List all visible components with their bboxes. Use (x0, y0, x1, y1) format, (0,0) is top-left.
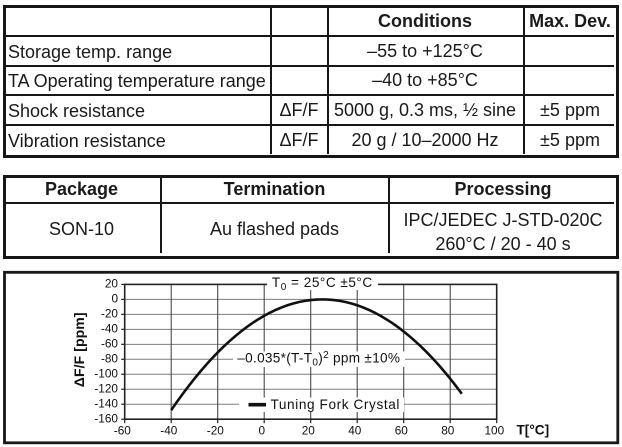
svg-text:-80: -80 (101, 351, 118, 365)
svg-text:Tuning Fork Crystal: Tuning Fork Crystal (271, 397, 401, 412)
svg-text:-60: -60 (114, 424, 131, 438)
svg-text:T[°C]: T[°C] (517, 423, 550, 438)
svg-text:-20: -20 (101, 306, 118, 320)
svg-text:60: 60 (395, 424, 409, 438)
svg-text:-160: -160 (94, 411, 118, 425)
svg-text:40: 40 (348, 424, 362, 438)
svg-text:T0 = 25°C ±5°C: T0 = 25°C ±5°C (272, 275, 373, 293)
svg-text:100: 100 (484, 424, 504, 438)
svg-text:80: 80 (441, 424, 455, 438)
svg-text:0: 0 (111, 291, 118, 305)
svg-text:-100: -100 (94, 366, 118, 380)
svg-text:-40: -40 (101, 321, 118, 335)
svg-text:0: 0 (259, 424, 266, 438)
svg-text:20: 20 (105, 277, 119, 291)
svg-text:-20: -20 (207, 424, 224, 438)
svg-text:-120: -120 (94, 381, 118, 395)
svg-text:ΔF/F [ppm]: ΔF/F [ppm] (71, 312, 87, 387)
svg-text:–0.035*(T-T0)2 ppm ±10%: –0.035*(T-T0)2 ppm ±10% (237, 350, 400, 369)
svg-text:20: 20 (302, 424, 316, 438)
svg-text:-60: -60 (101, 336, 118, 350)
svg-text:-40: -40 (160, 424, 177, 438)
svg-text:-140: -140 (94, 396, 118, 410)
